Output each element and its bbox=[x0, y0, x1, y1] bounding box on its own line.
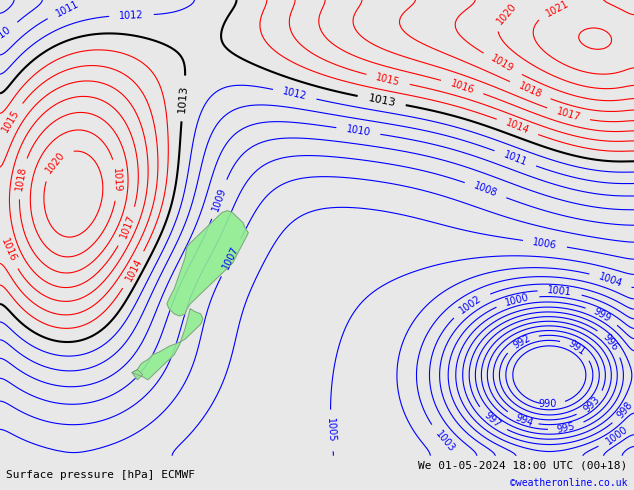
Text: We 01-05-2024 18:00 UTC (00+18): We 01-05-2024 18:00 UTC (00+18) bbox=[418, 461, 628, 470]
Text: 1010: 1010 bbox=[346, 124, 372, 138]
Text: 992: 992 bbox=[511, 333, 532, 351]
Text: 1005: 1005 bbox=[325, 418, 337, 443]
Text: 1000: 1000 bbox=[504, 292, 531, 308]
Text: 1000: 1000 bbox=[604, 424, 630, 446]
Text: 991: 991 bbox=[566, 339, 587, 358]
Polygon shape bbox=[167, 211, 249, 316]
Text: 1009: 1009 bbox=[210, 186, 228, 213]
Text: 1018: 1018 bbox=[15, 166, 29, 192]
Text: 1012: 1012 bbox=[119, 10, 144, 21]
Text: 998: 998 bbox=[615, 400, 634, 420]
Text: 1006: 1006 bbox=[532, 237, 558, 250]
Text: Surface pressure [hPa] ECMWF: Surface pressure [hPa] ECMWF bbox=[6, 470, 195, 480]
Text: 999: 999 bbox=[592, 306, 612, 324]
Polygon shape bbox=[132, 309, 203, 380]
Text: 1015: 1015 bbox=[375, 72, 401, 87]
Text: ©weatheronline.co.uk: ©weatheronline.co.uk bbox=[510, 478, 628, 488]
Text: 1010: 1010 bbox=[0, 24, 13, 46]
Text: 1007: 1007 bbox=[221, 245, 241, 271]
Text: 1001: 1001 bbox=[547, 285, 573, 297]
Text: 990: 990 bbox=[538, 399, 556, 409]
Text: 1014: 1014 bbox=[124, 257, 144, 283]
Text: 1008: 1008 bbox=[472, 181, 499, 199]
Text: 1016: 1016 bbox=[449, 78, 476, 95]
Text: 1017: 1017 bbox=[555, 106, 581, 123]
Text: 1013: 1013 bbox=[367, 93, 396, 108]
Text: 1011: 1011 bbox=[502, 149, 529, 168]
Text: 1019: 1019 bbox=[111, 168, 122, 193]
Text: 1020: 1020 bbox=[495, 0, 519, 26]
Polygon shape bbox=[132, 369, 143, 380]
Text: 996: 996 bbox=[601, 332, 620, 353]
Text: 1018: 1018 bbox=[517, 81, 543, 100]
Text: 1020: 1020 bbox=[44, 150, 67, 175]
Text: 1015: 1015 bbox=[1, 108, 22, 135]
Text: 1011: 1011 bbox=[55, 0, 81, 19]
Text: 993: 993 bbox=[581, 394, 602, 415]
Text: 1004: 1004 bbox=[597, 271, 624, 289]
Text: 1016: 1016 bbox=[0, 236, 18, 263]
Text: 1013: 1013 bbox=[178, 84, 190, 113]
Text: 1019: 1019 bbox=[489, 53, 515, 74]
Text: 994: 994 bbox=[514, 412, 534, 428]
Text: 997: 997 bbox=[482, 410, 502, 430]
Text: 1012: 1012 bbox=[281, 87, 308, 102]
Text: 995: 995 bbox=[556, 421, 576, 435]
Text: 1002: 1002 bbox=[458, 293, 484, 316]
Text: 1021: 1021 bbox=[545, 0, 571, 19]
Text: 1014: 1014 bbox=[504, 118, 531, 136]
Text: 1003: 1003 bbox=[434, 429, 457, 454]
Text: 1017: 1017 bbox=[119, 214, 137, 240]
